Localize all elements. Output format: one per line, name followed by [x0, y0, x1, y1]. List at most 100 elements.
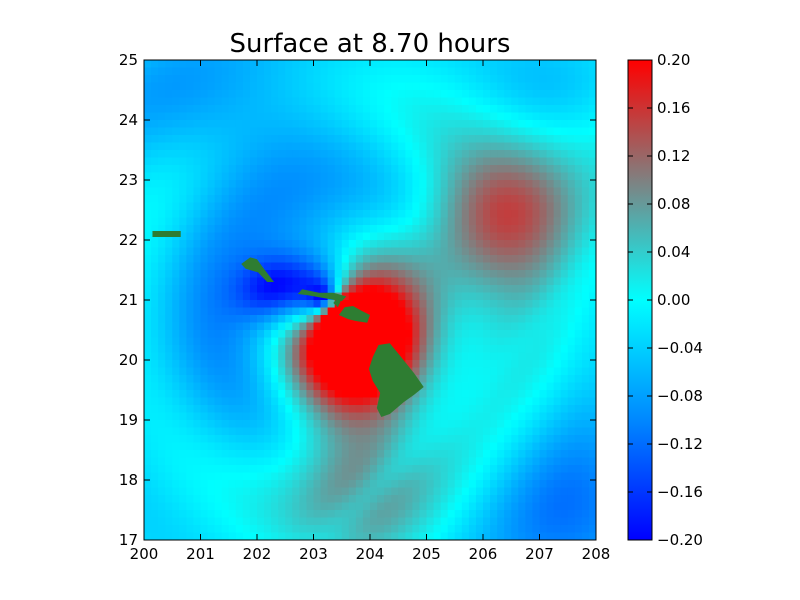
heatmap-cell [362, 82, 371, 91]
heatmap-cell [475, 330, 484, 339]
heatmap-cell [214, 412, 223, 421]
heatmap-cell [228, 60, 237, 69]
heatmap-cell [398, 127, 406, 136]
heatmap-cell [475, 472, 484, 481]
heatmap-cell [574, 517, 583, 526]
heatmap-cell [511, 247, 519, 256]
heatmap-cell [539, 502, 548, 511]
heatmap-cell [341, 127, 350, 136]
heatmap-cell [249, 532, 258, 540]
heatmap-cell [384, 172, 392, 181]
heatmap-cell [497, 495, 505, 504]
heatmap-cell [242, 435, 251, 444]
heatmap-cell [412, 202, 421, 211]
heatmap-cell [560, 487, 569, 496]
heatmap-cell [553, 495, 562, 504]
heatmap-cell [468, 337, 477, 346]
heatmap-cell [320, 217, 329, 226]
heatmap-cell [193, 405, 202, 414]
heatmap-cell [490, 127, 498, 136]
heatmap-cell [546, 307, 555, 316]
heatmap-cell [497, 262, 505, 271]
heatmap-cell [440, 172, 449, 181]
heatmap-cell [235, 502, 244, 511]
heatmap-cell [525, 60, 534, 69]
heatmap-cell [377, 127, 385, 136]
heatmap-cell [327, 120, 336, 129]
heatmap-cell [348, 90, 357, 99]
heatmap-cell [249, 435, 258, 444]
heatmap-cell [186, 75, 195, 84]
heatmap-cell [532, 195, 541, 204]
heatmap-cell [440, 360, 449, 369]
heatmap-cell [257, 337, 265, 346]
heatmap-cell [348, 277, 357, 286]
heatmap-cell [193, 172, 202, 181]
heatmap-cell [468, 532, 477, 540]
heatmap-cell [447, 487, 456, 496]
heatmap-cell [490, 142, 498, 151]
heatmap-cell [207, 202, 216, 211]
heatmap-cell [355, 187, 364, 196]
heatmap-cell [398, 262, 406, 271]
heatmap-cell [299, 90, 308, 99]
heatmap-cell [440, 465, 449, 474]
heatmap-cell [546, 465, 555, 474]
heatmap-cell [228, 487, 237, 496]
heatmap-cell [475, 105, 484, 114]
heatmap-cell [313, 495, 322, 504]
heatmap-cell [461, 150, 470, 159]
heatmap-cell [299, 502, 308, 511]
heatmap-cell [370, 517, 378, 526]
heatmap-cell [511, 120, 519, 129]
heatmap-cell [581, 315, 590, 324]
heatmap-cell [588, 180, 596, 189]
heatmap-cell [419, 367, 428, 376]
heatmap-cell [306, 67, 315, 76]
heatmap-cell [384, 157, 392, 166]
heatmap-cell [179, 427, 187, 436]
heatmap-cell [539, 202, 548, 211]
heatmap-cell [179, 195, 187, 204]
heatmap-cell [560, 142, 569, 151]
heatmap-cell [398, 412, 406, 421]
heatmap-cell [249, 322, 258, 331]
heatmap-cell [214, 150, 223, 159]
heatmap-cell [483, 427, 491, 436]
heatmap-cell [588, 457, 596, 466]
heatmap-cell [257, 292, 265, 301]
heatmap-cell [271, 270, 279, 279]
heatmap-cell [567, 67, 576, 76]
heatmap-cell [221, 420, 230, 429]
heatmap-cell [179, 90, 187, 99]
heatmap-cell [560, 150, 569, 159]
heatmap-cell [144, 420, 152, 429]
heatmap-cell [285, 165, 293, 174]
heatmap-cell [461, 277, 470, 286]
heatmap-cell [242, 352, 251, 361]
heatmap-cell [532, 105, 541, 114]
heatmap-cell [574, 82, 583, 91]
heatmap-cell [560, 367, 569, 376]
heatmap-cell [539, 262, 548, 271]
heatmap-cell [511, 82, 519, 91]
heatmap-cell [186, 292, 195, 301]
heatmap-cell [525, 495, 534, 504]
heatmap-cell [214, 67, 223, 76]
heatmap-cell [257, 315, 265, 324]
heatmap-cell [539, 255, 548, 264]
heatmap-cell [235, 285, 244, 294]
heatmap-cell [249, 502, 258, 511]
heatmap-cell [207, 420, 216, 429]
heatmap-cell [355, 532, 364, 540]
heatmap-cell [560, 262, 569, 271]
heatmap-cell [574, 255, 583, 264]
heatmap-cell [483, 292, 491, 301]
heatmap-cell [285, 420, 293, 429]
heatmap-cell [412, 150, 421, 159]
heatmap-cell [271, 345, 279, 354]
heatmap-cell [419, 157, 428, 166]
heatmap-cell [165, 135, 173, 144]
heatmap-cell [426, 390, 435, 399]
heatmap-cell [553, 330, 562, 339]
